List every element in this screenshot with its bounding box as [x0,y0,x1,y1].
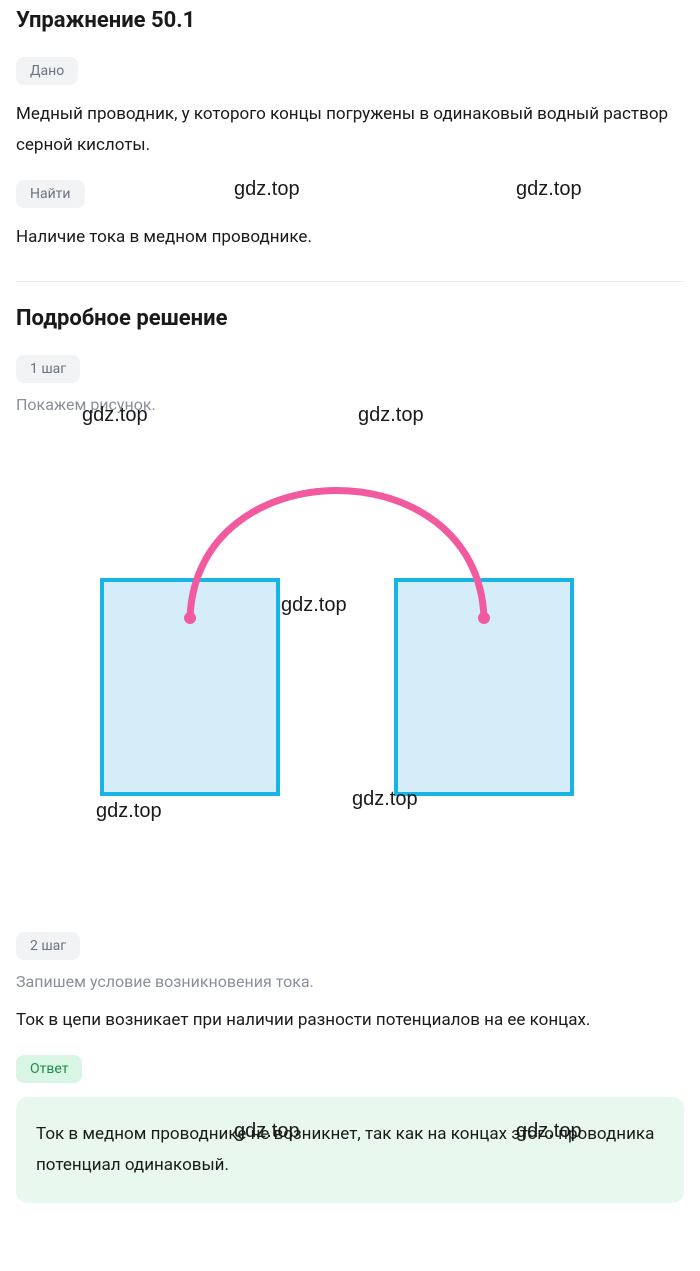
diagram-container: gdz.top gdz.top gdz.top [16,428,684,852]
section-divider [16,281,684,282]
exercise-title: Упражнение 50.1 [16,8,684,33]
given-text: Медный проводник, у которого концы погру… [16,99,684,160]
find-label: Найти [16,180,85,208]
solution-title: Подробное решение [16,306,684,331]
answer-text: Ток в медном проводнике не возникнет, та… [36,1124,654,1175]
step1-label: 1 шаг [16,355,80,383]
beaker-diagram [16,428,576,848]
step2-label: 2 шаг [16,932,80,960]
watermark-text: gdz.top [516,178,582,201]
given-label: Дано [16,57,78,85]
answer-box: Ток в медном проводнике не возникнет, та… [16,1097,684,1202]
watermark-text: gdz.top [234,178,300,201]
step2-body: Ток в цепи возникает при наличии разност… [16,1005,684,1036]
answer-label: Ответ [16,1055,82,1083]
step1-text: Покажем рисунок. [16,395,684,414]
find-text: Наличие тока в медном проводнике. [16,222,684,253]
step2-text: Запишем условие возникновения тока. [16,972,684,991]
